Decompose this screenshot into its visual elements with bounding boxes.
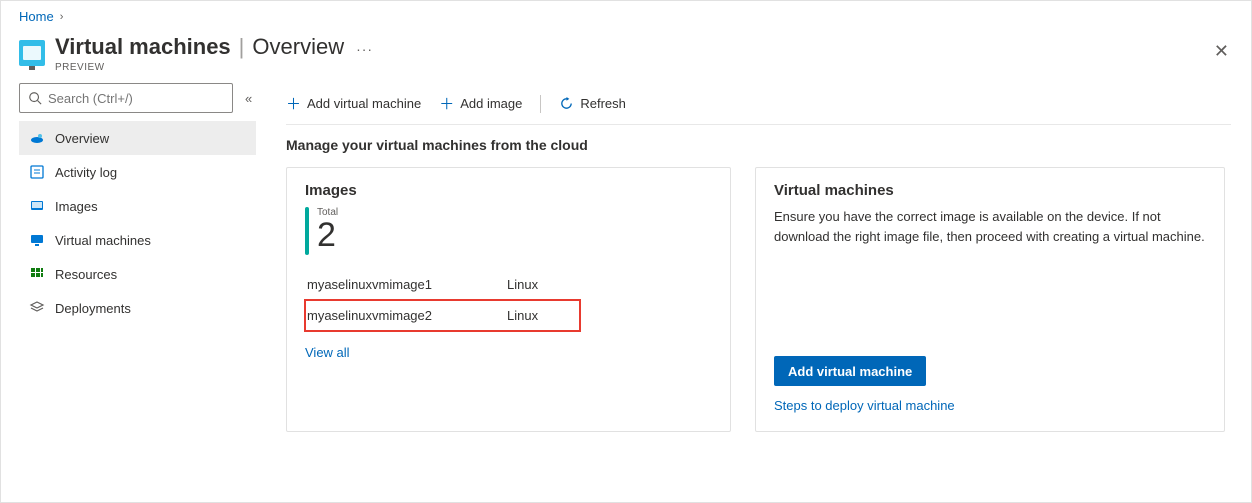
page-section: Overview (252, 34, 344, 60)
page-title: Virtual machines (55, 34, 231, 60)
view-all-link[interactable]: View all (305, 345, 350, 360)
images-icon (29, 198, 45, 214)
sidebar-item-label: Activity log (55, 165, 117, 180)
title-separator: | (239, 34, 245, 60)
image-name: myaselinuxvmimage2 (307, 308, 507, 323)
sidebar-item-virtual-machines[interactable]: Virtual machines (19, 223, 256, 257)
add-virtual-machine-primary-button[interactable]: Add virtual machine (774, 356, 926, 386)
plus-icon: ＋ (286, 93, 301, 114)
breadcrumb-home[interactable]: Home (19, 9, 54, 24)
images-metric: Total 2 (305, 207, 712, 255)
sidebar-item-deployments[interactable]: Deployments (19, 291, 256, 325)
main-content: ＋ Add virtual machine ＋ Add image Refres… (256, 83, 1251, 432)
images-card: Images Total 2 myaselinuxvmimage1 Linux (286, 167, 731, 432)
activity-log-icon (29, 164, 45, 180)
toolbar-label: Refresh (580, 96, 626, 111)
search-icon (28, 91, 42, 105)
refresh-icon (559, 96, 574, 111)
close-icon[interactable]: ✕ (1214, 42, 1229, 60)
page-header: Virtual machines | Overview ··· PREVIEW … (1, 28, 1251, 83)
refresh-button[interactable]: Refresh (559, 96, 626, 111)
resources-icon (29, 266, 45, 282)
toolbar-separator (540, 95, 541, 113)
sidebar-item-overview[interactable]: Overview (19, 121, 256, 155)
sidebar-item-label: Resources (55, 267, 117, 282)
deployments-icon (29, 300, 45, 316)
image-os: Linux (507, 277, 538, 292)
breadcrumb: Home › (1, 1, 1251, 28)
virtual-machines-icon (29, 232, 45, 248)
sidebar-item-resources[interactable]: Resources (19, 257, 256, 291)
sidebar-item-activity-log[interactable]: Activity log (19, 155, 256, 189)
image-row[interactable]: myaselinuxvmimage1 Linux (305, 269, 712, 300)
sidebar-item-label: Overview (55, 131, 109, 146)
image-row[interactable]: myaselinuxvmimage2 Linux (305, 300, 580, 331)
more-icon[interactable]: ··· (356, 41, 373, 57)
add-virtual-machine-button[interactable]: ＋ Add virtual machine (286, 93, 421, 114)
metric-accent-bar (305, 207, 309, 255)
chevron-right-icon: › (60, 11, 64, 23)
vm-card-description: Ensure you have the correct image is ava… (774, 207, 1206, 246)
search-input-wrap[interactable] (19, 83, 233, 113)
image-name: myaselinuxvmimage1 (307, 277, 507, 292)
page-subtitle: Manage your virtual machines from the cl… (286, 137, 1231, 153)
sidebar-item-images[interactable]: Images (19, 189, 256, 223)
vm-icon (19, 40, 45, 66)
sidebar: « Overview Activity log Images (1, 83, 256, 432)
virtual-machines-card: Virtual machines Ensure you have the cor… (755, 167, 1225, 432)
add-image-button[interactable]: ＋ Add image (439, 93, 522, 114)
preview-badge: PREVIEW (55, 62, 373, 73)
metric-value: 2 (317, 218, 338, 252)
search-input[interactable] (48, 91, 224, 106)
sidebar-item-label: Deployments (55, 301, 131, 316)
steps-to-deploy-link[interactable]: Steps to deploy virtual machine (774, 398, 955, 413)
toolbar: ＋ Add virtual machine ＋ Add image Refres… (286, 83, 1231, 125)
toolbar-label: Add image (460, 96, 522, 111)
sidebar-item-label: Virtual machines (55, 233, 151, 248)
sidebar-item-label: Images (55, 199, 98, 214)
plus-icon: ＋ (439, 93, 454, 114)
overview-icon (29, 130, 45, 146)
toolbar-label: Add virtual machine (307, 96, 421, 111)
image-os: Linux (507, 308, 538, 323)
images-list: myaselinuxvmimage1 Linux myaselinuxvmima… (305, 269, 712, 331)
images-card-title: Images (305, 182, 712, 199)
collapse-sidebar-icon[interactable]: « (241, 91, 256, 106)
vm-card-title: Virtual machines (774, 182, 1206, 199)
